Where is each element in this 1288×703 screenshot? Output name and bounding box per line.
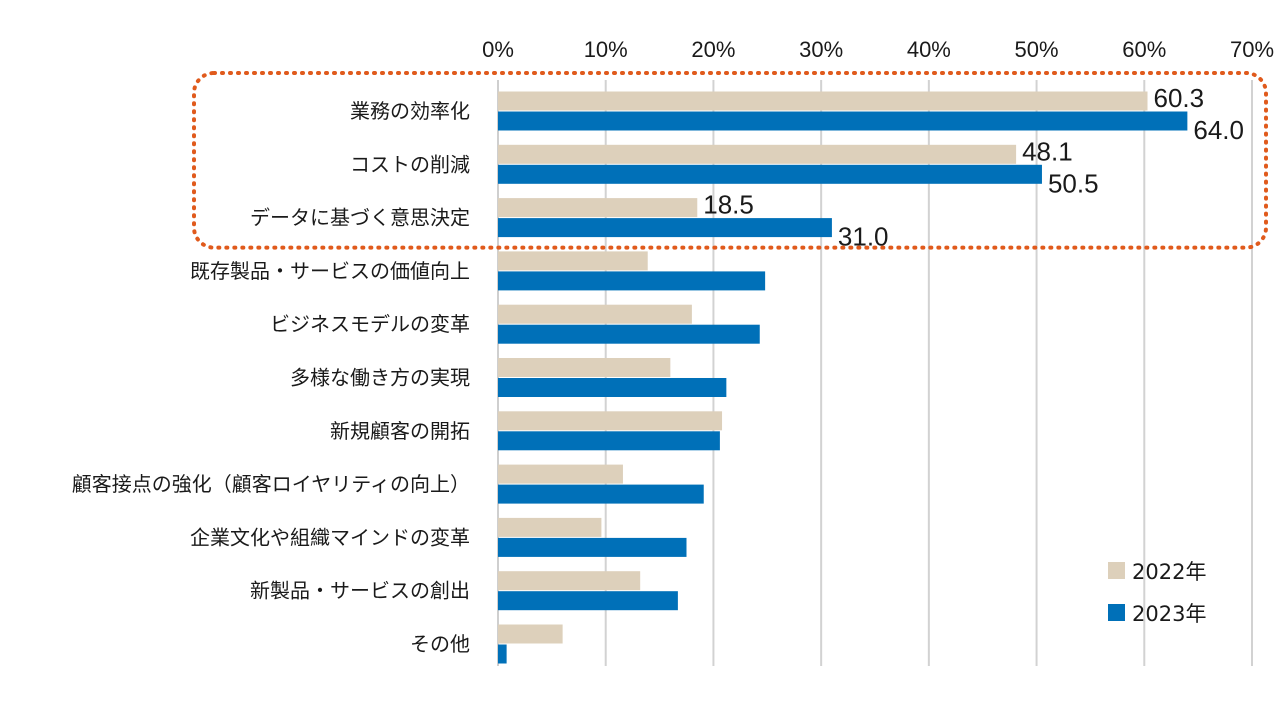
legend-swatch <box>1108 562 1125 579</box>
data-label: 64.0 <box>1193 115 1244 145</box>
bar-series-2 <box>498 484 704 504</box>
bar-series-1 <box>498 411 723 431</box>
x-tick-label: 40% <box>907 37 951 62</box>
bar-series-2 <box>498 378 727 397</box>
bar-series-1 <box>498 144 1017 164</box>
category-label: 多様な働き方の実現 <box>290 366 470 390</box>
bar-series-2 <box>498 218 832 238</box>
category-label: 企業文化や組織マインドの変革 <box>190 525 470 549</box>
bar-series-1 <box>498 91 1148 111</box>
bar-series-2 <box>498 644 507 664</box>
x-tick-label: 50% <box>1015 37 1059 62</box>
bar-series-2 <box>498 164 1042 184</box>
x-tick-label: 30% <box>799 37 843 62</box>
category-label: データに基づく意思決定 <box>250 206 470 230</box>
data-label: 31.0 <box>838 222 889 252</box>
data-labels: 60.364.0 48.150.5 18.5 31.0 <box>703 83 1244 252</box>
x-tick-label: 0% <box>482 37 514 62</box>
bar-series-2 <box>498 111 1188 131</box>
bar-series-1 <box>498 304 692 324</box>
category-labels: 業務の効率化コストの削減データに基づく意思決定既存製品・サービスの価値向上ビジネ… <box>72 99 470 656</box>
bar-series-2 <box>498 324 760 344</box>
legend-label: 2022年 <box>1132 560 1206 584</box>
x-tick-label: 70% <box>1230 37 1274 62</box>
bar-series-1 <box>498 358 671 377</box>
bar-series-1 <box>498 251 648 271</box>
category-label: 新製品・サービスの創出 <box>250 579 470 603</box>
legend: 2022年 2023年 <box>1108 560 1206 626</box>
data-label: 18.5 <box>703 190 754 220</box>
category-label: 顧客接点の強化（顧客ロイヤリティの向上） <box>72 472 470 496</box>
highlight-dotted-box <box>192 71 1268 250</box>
bar-series-1 <box>498 571 641 591</box>
x-axis-ticks: 0% 10% 20% 30% 40% 50% 60% 70% <box>482 37 1274 62</box>
category-label: 新規顧客の開拓 <box>330 419 470 443</box>
x-tick-label: 60% <box>1122 37 1166 62</box>
category-label: 業務の効率化 <box>350 99 470 123</box>
bar-series-1 <box>498 198 698 218</box>
bars <box>498 91 1188 664</box>
bar-series-1 <box>498 517 602 537</box>
data-label: 48.1 <box>1022 136 1073 166</box>
data-label: 50.5 <box>1048 168 1099 198</box>
category-label: その他 <box>410 632 470 656</box>
bar-series-1 <box>498 464 623 484</box>
data-label: 60.3 <box>1154 83 1205 113</box>
highlight-box <box>192 71 1268 250</box>
legend-label: 2023年 <box>1132 602 1206 626</box>
x-tick-label: 20% <box>691 37 735 62</box>
bar-series-1 <box>498 624 563 644</box>
legend-swatch <box>1108 604 1125 621</box>
x-tick-label: 10% <box>584 37 628 62</box>
bar-series-2 <box>498 271 766 291</box>
bar-series-2 <box>498 431 720 451</box>
category-label: 既存製品・サービスの価値向上 <box>190 259 470 283</box>
category-label: コストの削減 <box>350 152 470 176</box>
bar-series-2 <box>498 537 687 557</box>
category-label: ビジネスモデルの変革 <box>270 312 470 336</box>
bar-series-2 <box>498 591 678 611</box>
